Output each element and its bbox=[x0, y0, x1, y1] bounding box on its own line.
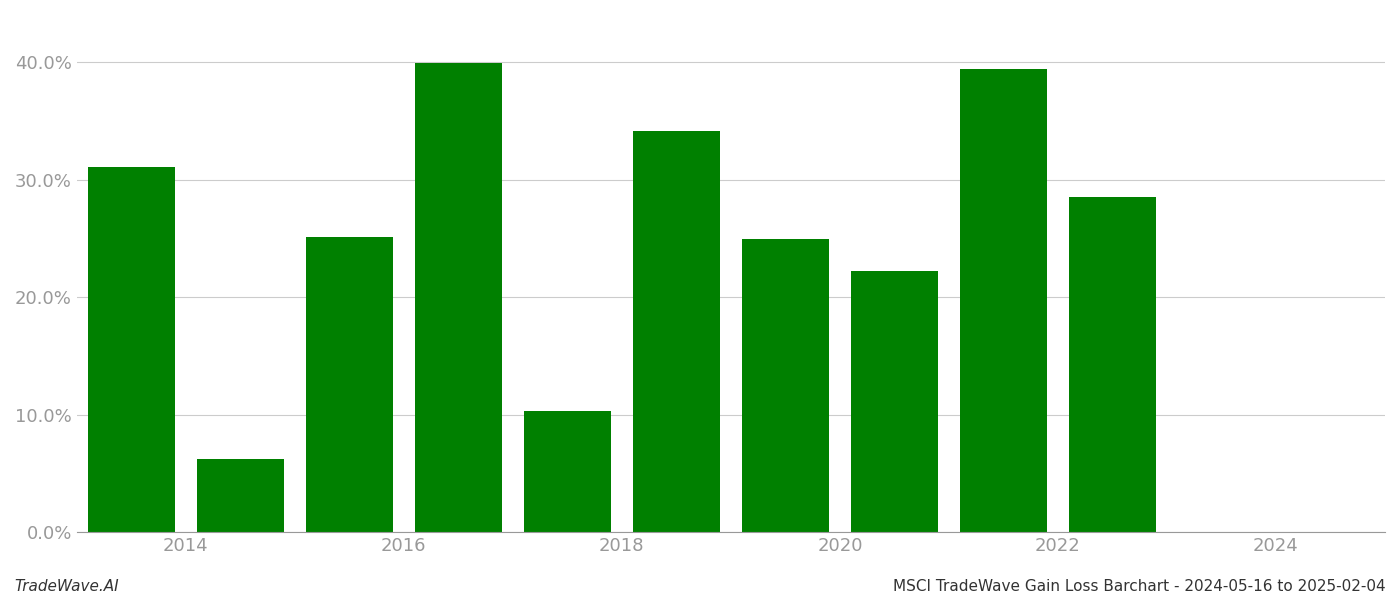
Bar bbox=[305, 237, 393, 532]
Bar bbox=[414, 63, 503, 532]
Bar bbox=[742, 239, 829, 532]
Bar bbox=[88, 167, 175, 532]
Bar bbox=[1068, 197, 1156, 532]
Bar bbox=[633, 131, 720, 532]
Bar bbox=[851, 271, 938, 532]
Bar bbox=[196, 459, 284, 532]
Text: TradeWave.AI: TradeWave.AI bbox=[14, 579, 119, 594]
Bar bbox=[524, 411, 610, 532]
Text: MSCI TradeWave Gain Loss Barchart - 2024-05-16 to 2025-02-04: MSCI TradeWave Gain Loss Barchart - 2024… bbox=[893, 579, 1386, 594]
Bar bbox=[960, 69, 1047, 532]
